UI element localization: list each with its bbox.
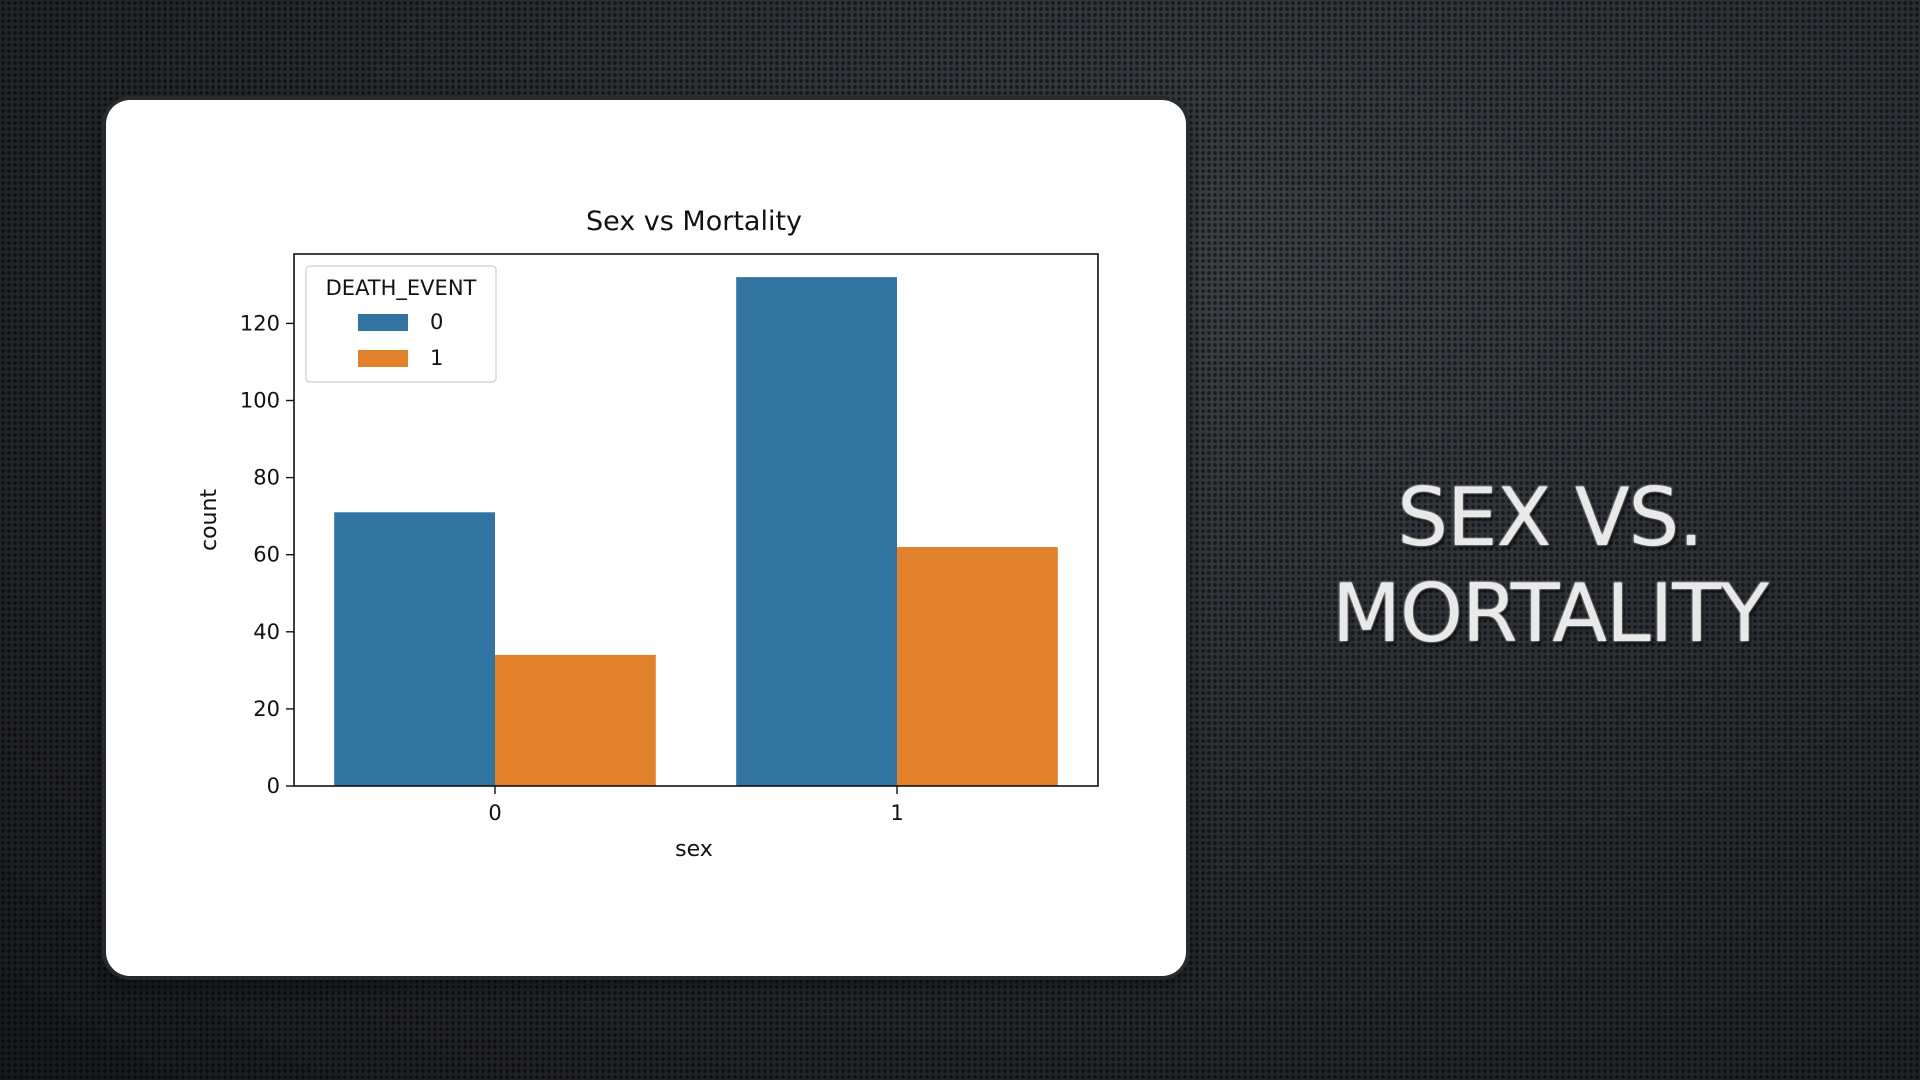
slide-title: SEX VS. MORTALITY [1260, 470, 1840, 662]
legend-swatch-1 [358, 350, 408, 367]
plot-area: 0 20 40 60 80 100 120 0 1 DEATH_EVENT 0 1 [240, 253, 1099, 825]
legend-label-0: 0 [430, 310, 443, 334]
y-axis-label: count [197, 489, 222, 551]
bar-sex-0-death-0 [334, 512, 495, 786]
chart-title: Sex vs Mortality [586, 206, 802, 237]
y-tick-label: 100 [240, 388, 280, 412]
chart-card: Sex vs Mortality 0 20 40 60 80 100 120 0 1 DEATH_… [106, 100, 1186, 976]
legend-label-1: 1 [430, 346, 443, 370]
bar-sex-0-death-1 [495, 654, 656, 786]
y-tick-label: 80 [253, 466, 280, 490]
x-tick-label: 1 [890, 801, 903, 825]
slide-title-line-2: MORTALITY [1331, 567, 1769, 660]
legend-swatch-0 [358, 314, 408, 331]
slide-title-line-1: SEX VS. [1397, 471, 1704, 564]
y-tick-label: 40 [253, 620, 280, 644]
x-tick-label: 0 [488, 801, 501, 825]
bar-sex-1-death-1 [897, 546, 1058, 786]
y-tick-label: 20 [253, 697, 280, 721]
y-tick-label: 120 [240, 311, 280, 335]
plot-frame [293, 253, 1099, 787]
bar-sex-1-death-0 [736, 277, 897, 786]
bar-chart: Sex vs Mortality 0 20 40 60 80 100 120 0 1 DEATH_… [197, 206, 1099, 862]
y-tick-label: 0 [267, 774, 280, 798]
legend-title: DEATH_EVENT [326, 276, 477, 301]
y-tick-label: 60 [253, 543, 280, 567]
x-axis-label: sex [675, 837, 713, 862]
